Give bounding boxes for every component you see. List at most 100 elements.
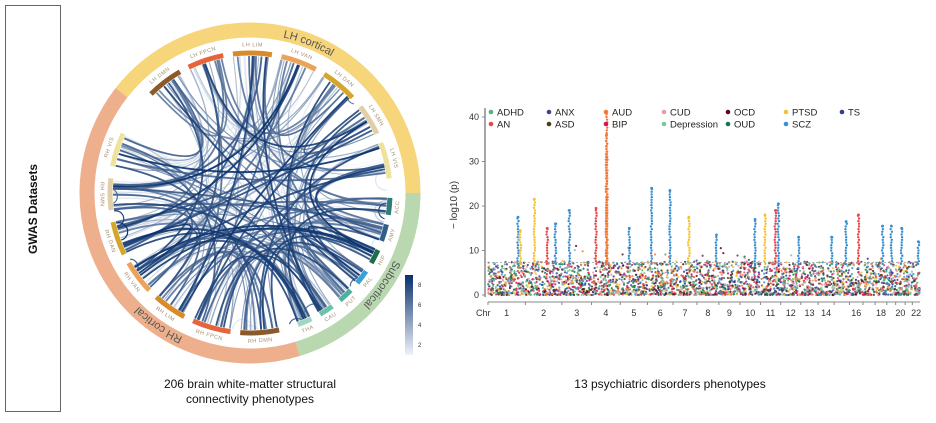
background-point [804, 289, 807, 292]
background-point [871, 266, 875, 270]
background-point [831, 293, 834, 297]
peak-point [715, 238, 718, 242]
segment-lh-smn [358, 105, 380, 135]
peak-point [553, 227, 557, 231]
peak-point [606, 209, 609, 212]
background-point [550, 280, 553, 283]
y-tick-label: 20 [469, 201, 479, 211]
background-point [832, 270, 835, 273]
background-point [531, 278, 534, 281]
background-point [567, 289, 570, 293]
peak-point [533, 235, 536, 239]
background-point [579, 280, 582, 284]
background-point [555, 272, 559, 275]
background-point [603, 276, 606, 280]
background-point [864, 282, 867, 285]
background-point [828, 264, 832, 267]
background-point [879, 273, 882, 277]
peak-point [605, 142, 609, 145]
background-point [572, 268, 575, 271]
background-point [670, 268, 673, 271]
background-point [718, 277, 721, 280]
connectivity-chord [229, 65, 301, 329]
background-point [500, 293, 503, 296]
background-point [522, 285, 525, 288]
background-point [791, 281, 794, 284]
background-point [596, 278, 600, 281]
background-point [667, 292, 670, 295]
peak-point [890, 257, 894, 260]
background-point [775, 284, 778, 288]
background-point [520, 289, 523, 292]
peak-point [763, 259, 766, 263]
background-point [867, 288, 871, 291]
background-point [773, 267, 776, 270]
peak-point [714, 259, 718, 263]
peak-point [628, 235, 631, 239]
background-point [695, 293, 698, 296]
background-point [500, 284, 503, 287]
background-point [636, 293, 640, 297]
background-point [491, 285, 495, 288]
background-point [507, 289, 510, 293]
background-point [516, 266, 519, 269]
peak-point [773, 225, 776, 228]
background-point [802, 281, 806, 284]
background-point [622, 289, 625, 292]
peak-point [668, 225, 671, 228]
background-point [604, 267, 607, 270]
background-point [885, 268, 888, 271]
background-point [531, 268, 535, 271]
peak-point [845, 243, 849, 247]
background-point [544, 268, 547, 271]
background-point [508, 286, 511, 290]
background-point [675, 285, 678, 289]
background-point [671, 280, 674, 283]
peak-point [774, 222, 777, 225]
peak-point [917, 251, 920, 255]
legend-marker [546, 109, 552, 115]
connectivity-chord [194, 255, 299, 322]
background-point [564, 288, 567, 291]
connectivity-chord [123, 78, 204, 158]
peak-point [532, 257, 535, 260]
background-point [609, 281, 613, 284]
background-point [686, 290, 689, 293]
background-point [488, 285, 491, 288]
background-point [558, 286, 561, 289]
connectivity-chord [158, 250, 274, 329]
peak-point [844, 246, 848, 250]
peak-point [776, 227, 779, 231]
background-point [617, 290, 620, 293]
background-point [695, 265, 698, 268]
background-point [656, 286, 660, 290]
background-point [895, 269, 898, 273]
background-point [579, 263, 583, 267]
background-point [902, 266, 905, 269]
peak-point [773, 241, 777, 244]
segment-label: LH LIM [242, 42, 263, 48]
background-point [785, 274, 788, 277]
background-point [549, 276, 552, 279]
peak-point [567, 246, 571, 250]
peak-point [604, 251, 608, 255]
peak-point [649, 251, 653, 255]
background-point [680, 288, 683, 291]
background-point [587, 291, 591, 294]
peak-point [688, 246, 691, 250]
peak-point [606, 158, 609, 161]
background-point [737, 264, 740, 267]
peak-point [568, 230, 571, 234]
background-point [882, 269, 885, 272]
peak-point [649, 238, 653, 242]
background-point [765, 293, 768, 296]
background-point [708, 275, 711, 278]
legend-label: SCZ [792, 120, 811, 131]
background-point [743, 255, 746, 258]
connectivity-chord [204, 63, 368, 148]
background-point [655, 274, 658, 278]
peak-point [882, 254, 885, 258]
background-point [868, 280, 872, 283]
background-point [545, 275, 548, 278]
peak-point [554, 251, 558, 255]
